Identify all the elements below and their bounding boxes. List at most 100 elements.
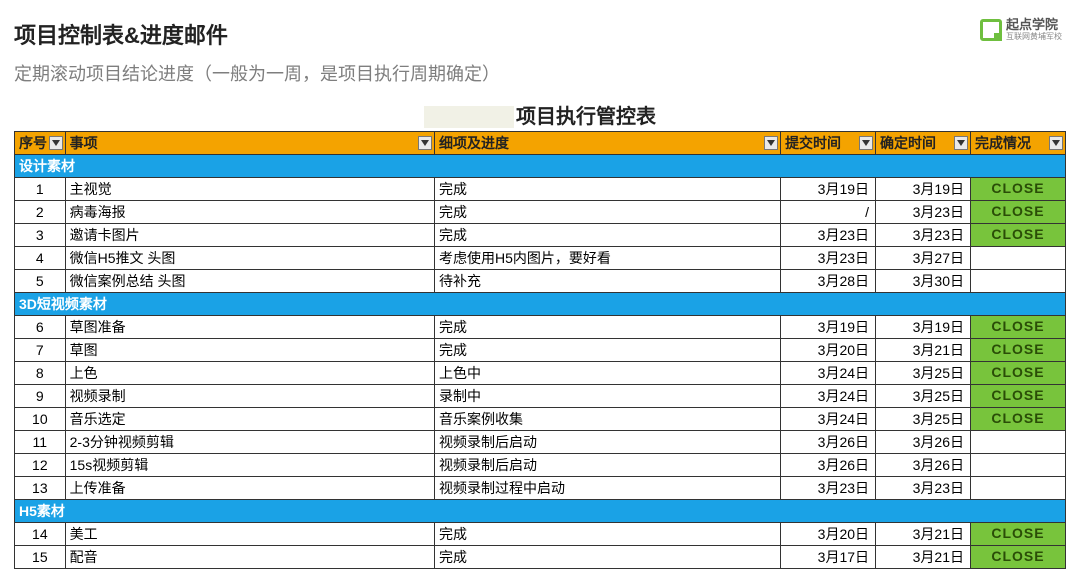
cell-item: 配音	[65, 546, 434, 569]
table-row: 15配音完成3月17日3月21日CLOSE	[15, 546, 1066, 569]
col-header-seq[interactable]: 序号	[15, 132, 66, 155]
cell-confirm-date: 3月23日	[876, 224, 971, 247]
cell-detail: 完成	[434, 546, 780, 569]
cell-status: CLOSE	[971, 339, 1066, 362]
cell-detail: 完成	[434, 178, 780, 201]
cell-confirm-date: 3月21日	[876, 546, 971, 569]
status-badge-close: CLOSE	[971, 339, 1065, 361]
status-badge-close: CLOSE	[971, 224, 1065, 246]
cell-status	[971, 477, 1066, 500]
table-title: 项目执行管控表	[14, 100, 1066, 129]
col-header-status[interactable]: 完成情况	[971, 132, 1066, 155]
filter-dropdown-icon[interactable]	[1049, 136, 1063, 150]
cell-detail: 音乐案例收集	[434, 408, 780, 431]
cell-detail: 完成	[434, 316, 780, 339]
col-label: 确定时间	[880, 135, 936, 151]
table-row: 1215s视频剪辑视频录制后启动3月26日3月26日	[15, 454, 1066, 477]
cell-confirm-date: 3月19日	[876, 178, 971, 201]
cell-item: 视频录制	[65, 385, 434, 408]
cell-item: 主视觉	[65, 178, 434, 201]
cell-detail: 视频录制后启动	[434, 454, 780, 477]
cell-detail: 完成	[434, 339, 780, 362]
col-header-item[interactable]: 事项	[65, 132, 434, 155]
table-row: 2病毒海报完成/3月23日CLOSE	[15, 201, 1066, 224]
cell-seq: 14	[15, 523, 66, 546]
cell-item: 邀请卡图片	[65, 224, 434, 247]
table-row: 13上传准备视频录制过程中启动3月23日3月23日	[15, 477, 1066, 500]
section-row: 设计素材	[15, 155, 1066, 178]
cell-confirm-date: 3月23日	[876, 477, 971, 500]
cell-submit-date: 3月24日	[781, 362, 876, 385]
cell-status	[971, 247, 1066, 270]
cell-confirm-date: 3月19日	[876, 316, 971, 339]
filter-dropdown-icon[interactable]	[49, 136, 63, 150]
table-row: 9视频录制录制中3月24日3月25日CLOSE	[15, 385, 1066, 408]
cell-item: 上色	[65, 362, 434, 385]
table-title-text: 项目执行管控表	[516, 106, 656, 128]
cell-submit-date: 3月20日	[781, 523, 876, 546]
cell-item: 15s视频剪辑	[65, 454, 434, 477]
status-badge-close: CLOSE	[971, 523, 1065, 545]
filter-dropdown-icon[interactable]	[418, 136, 432, 150]
filter-dropdown-icon[interactable]	[764, 136, 778, 150]
logo-brand: 起点学院	[1006, 18, 1062, 31]
section-title: 设计素材	[15, 155, 1066, 178]
cell-seq: 12	[15, 454, 66, 477]
cell-submit-date: 3月24日	[781, 408, 876, 431]
cell-status: CLOSE	[971, 408, 1066, 431]
col-header-confirm[interactable]: 确定时间	[876, 132, 971, 155]
section-title: H5素材	[15, 500, 1066, 523]
cell-seq: 9	[15, 385, 66, 408]
cell-detail: 待补充	[434, 270, 780, 293]
status-badge-close: CLOSE	[971, 408, 1065, 430]
filter-dropdown-icon[interactable]	[859, 136, 873, 150]
status-badge-close: CLOSE	[971, 201, 1065, 223]
col-label: 提交时间	[785, 135, 841, 151]
table-row: 14美工完成3月20日3月21日CLOSE	[15, 523, 1066, 546]
cell-detail: 视频录制过程中启动	[434, 477, 780, 500]
cell-submit-date: 3月26日	[781, 431, 876, 454]
project-control-table: 序号事项细项及进度提交时间确定时间完成情况 设计素材1主视觉完成3月19日3月1…	[14, 131, 1066, 569]
cell-seq: 1	[15, 178, 66, 201]
logo-tagline: 互联网黄埔军校	[1006, 31, 1062, 42]
page-title: 项目控制表&进度邮件	[14, 18, 1066, 50]
status-badge-close: CLOSE	[971, 178, 1065, 200]
table-row: 6草图准备完成3月19日3月19日CLOSE	[15, 316, 1066, 339]
cell-status	[971, 431, 1066, 454]
cell-confirm-date: 3月21日	[876, 523, 971, 546]
cell-submit-date: 3月23日	[781, 224, 876, 247]
col-header-detail[interactable]: 细项及进度	[434, 132, 780, 155]
cell-confirm-date: 3月25日	[876, 408, 971, 431]
cell-submit-date: 3月19日	[781, 316, 876, 339]
cell-confirm-date: 3月25日	[876, 362, 971, 385]
cell-detail: 上色中	[434, 362, 780, 385]
cell-submit-date: /	[781, 201, 876, 224]
cell-submit-date: 3月23日	[781, 477, 876, 500]
status-badge-close: CLOSE	[971, 316, 1065, 338]
table-row: 10音乐选定音乐案例收集3月24日3月25日CLOSE	[15, 408, 1066, 431]
cell-confirm-date: 3月26日	[876, 454, 971, 477]
cell-status: CLOSE	[971, 546, 1066, 569]
cell-seq: 10	[15, 408, 66, 431]
filter-dropdown-icon[interactable]	[954, 136, 968, 150]
cell-detail: 完成	[434, 224, 780, 247]
status-badge-close: CLOSE	[971, 546, 1065, 568]
cell-detail: 完成	[434, 201, 780, 224]
cell-seq: 5	[15, 270, 66, 293]
cell-submit-date: 3月17日	[781, 546, 876, 569]
cell-item: 美工	[65, 523, 434, 546]
cell-seq: 6	[15, 316, 66, 339]
cell-item: 微信案例总结 头图	[65, 270, 434, 293]
cell-submit-date: 3月23日	[781, 247, 876, 270]
cell-seq: 3	[15, 224, 66, 247]
cell-detail: 考虑使用H5内图片，要好看	[434, 247, 780, 270]
cell-confirm-date: 3月21日	[876, 339, 971, 362]
col-label: 细项及进度	[439, 135, 509, 151]
col-header-submit[interactable]: 提交时间	[781, 132, 876, 155]
status-badge-close: CLOSE	[971, 385, 1065, 407]
section-row: H5素材	[15, 500, 1066, 523]
table-row: 1主视觉完成3月19日3月19日CLOSE	[15, 178, 1066, 201]
cell-status: CLOSE	[971, 385, 1066, 408]
cell-item: 音乐选定	[65, 408, 434, 431]
section-row: 3D短视频素材	[15, 293, 1066, 316]
